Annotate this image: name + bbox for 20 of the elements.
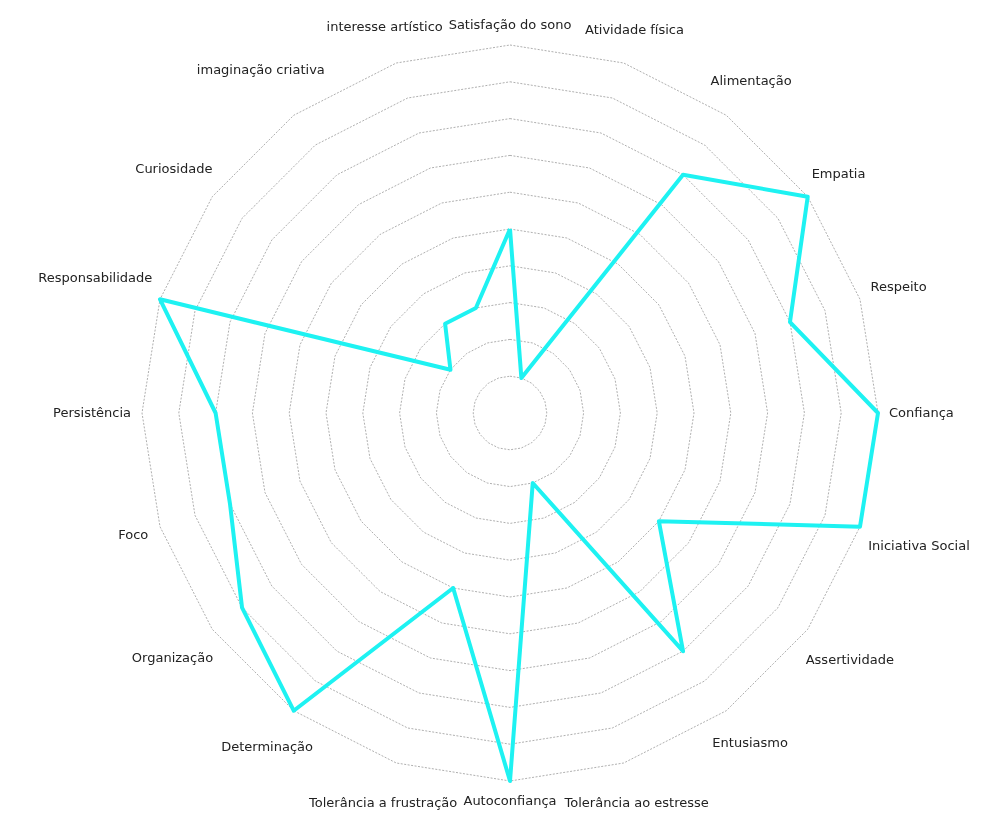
spoke-label: Respeito — [870, 278, 927, 294]
spoke-label: Determinação — [221, 739, 313, 755]
spoke-label: Foco — [118, 527, 149, 543]
spoke-label: Organização — [131, 650, 214, 666]
spoke-label: Iniciativa Social — [868, 537, 970, 553]
spoke-label: Assertividade — [805, 651, 894, 667]
spoke-label: Persistência — [53, 405, 131, 420]
spoke-label: Curiosidade — [135, 160, 213, 176]
spoke-label: Responsabilidade — [38, 270, 153, 286]
spoke-label: Autoconfiança — [463, 793, 557, 809]
spoke-label: Satisfação do sono — [448, 16, 572, 32]
spoke-label: Empatia — [811, 166, 866, 182]
spoke-label: Tolerância a frustração — [308, 795, 458, 811]
spoke-label: Atividade física — [585, 21, 684, 37]
spoke-label: Alimentação — [710, 73, 792, 89]
spoke-label: Tolerância ao estresse — [563, 794, 709, 810]
spoke-label: Entusiasmo — [712, 735, 788, 751]
spoke-label: imaginação criativa — [196, 62, 325, 78]
spoke-label: Confiança — [889, 405, 954, 420]
spoke-label: interesse artístico — [326, 19, 443, 35]
